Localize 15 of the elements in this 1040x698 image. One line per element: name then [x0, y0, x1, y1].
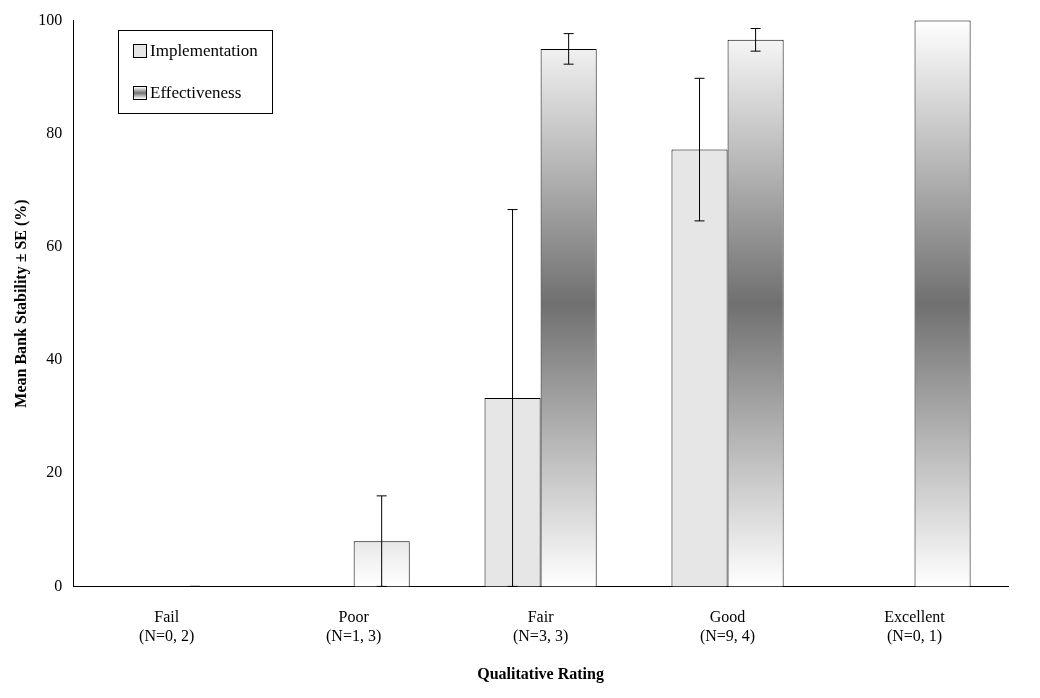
y-tick-label: 100 [38, 10, 63, 28]
y-tick-label: 0 [54, 576, 63, 594]
y-axis-title: Mean Bank Stability ± SE (%) [11, 199, 30, 408]
x-axis-title: Qualitative Rating [477, 664, 604, 683]
legend-label: Effectiveness [150, 83, 242, 103]
x-tick-label: Excellent (N=0, 1) [884, 608, 946, 646]
legend-label: Implementation [150, 41, 258, 61]
y-tick-label: 60 [46, 237, 63, 255]
y-tick-label: 80 [46, 123, 63, 141]
y-tick-label: 40 [46, 350, 63, 368]
y-tick-label: 20 [46, 463, 63, 481]
x-tick-label: Fair (N=3, 3) [512, 608, 569, 646]
x-tick-label: Poor (N=1, 3) [326, 608, 382, 646]
x-tick-label: Fail (N=0, 2) [139, 608, 195, 646]
x-tick-label: Good (N=9, 4) [699, 608, 756, 646]
